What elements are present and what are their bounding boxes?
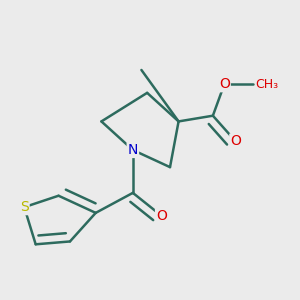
Text: N: N: [128, 143, 138, 157]
Text: O: O: [156, 209, 167, 223]
Text: S: S: [20, 200, 28, 214]
Text: CH₃: CH₃: [256, 78, 279, 91]
Text: O: O: [230, 134, 241, 148]
Text: O: O: [219, 77, 230, 91]
